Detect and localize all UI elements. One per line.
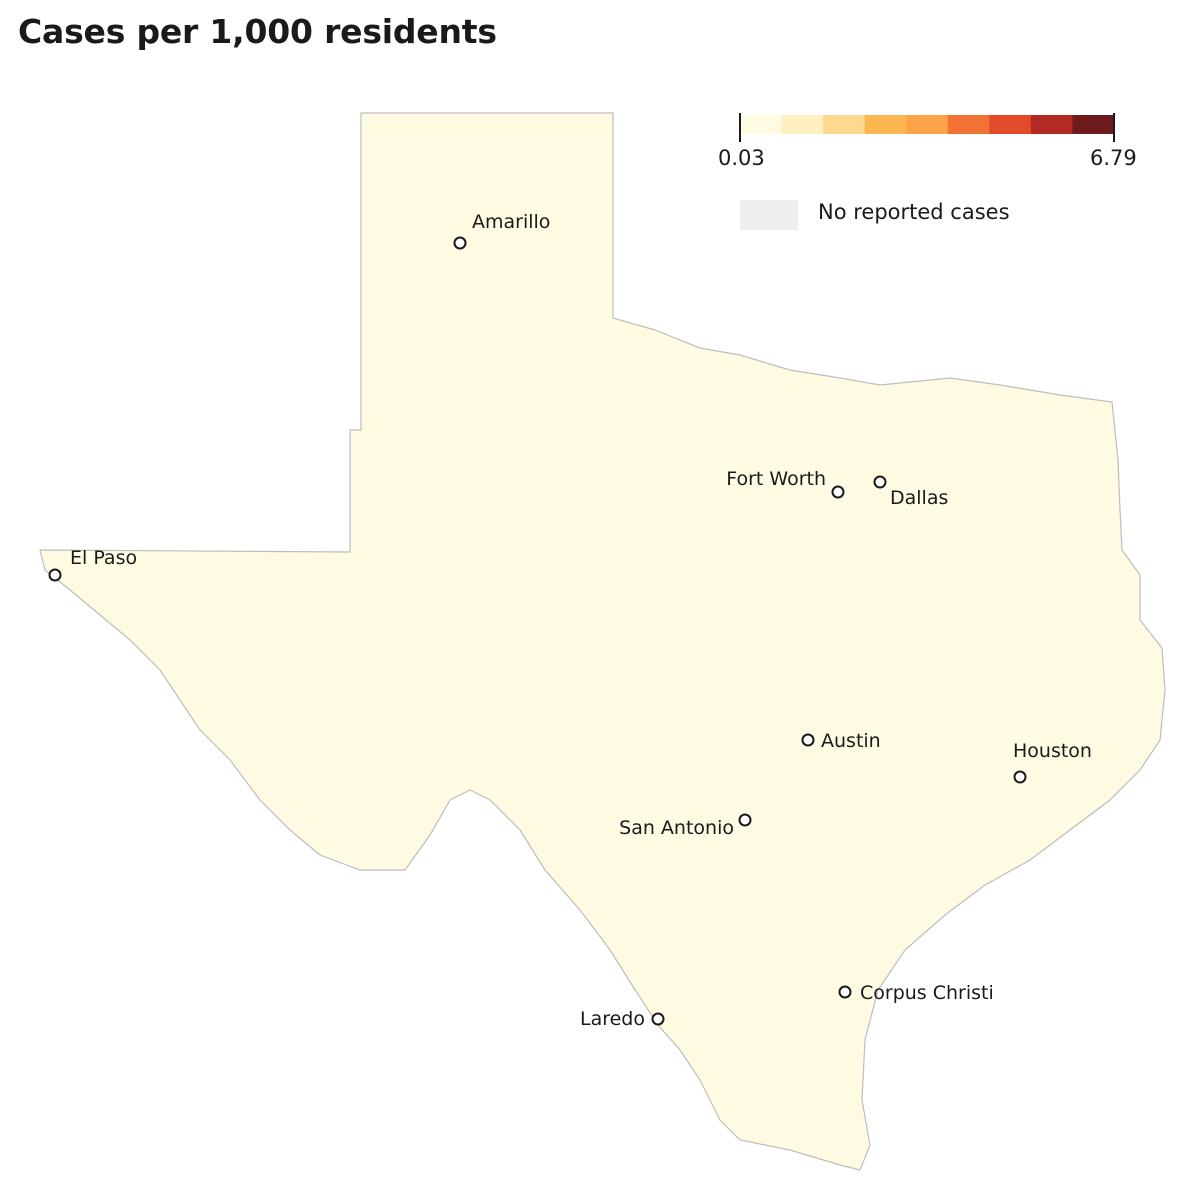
legend-color-step xyxy=(781,115,824,134)
legend-color-step xyxy=(740,115,783,134)
city-layer: Amarillo El Paso Fort Worth Dallas Austin Hou… xyxy=(48,211,1092,1030)
no-data-swatch xyxy=(740,200,798,230)
legend-color-step xyxy=(989,115,1032,134)
city-label-dallas: Dallas xyxy=(890,487,948,509)
color-scale-bar xyxy=(740,115,1115,134)
no-data-label: No reported cases xyxy=(818,200,1010,224)
legend-color-step xyxy=(823,115,866,134)
city-label-corpus-christi: Corpus Christi xyxy=(860,982,994,1004)
city-label-houston: Houston xyxy=(1013,740,1092,762)
city-label-san-antonio: San Antonio xyxy=(619,817,734,839)
legend-min-label: 0.03 xyxy=(718,146,765,170)
city-marker-dallas xyxy=(873,475,887,489)
city-marker-austin xyxy=(801,733,815,747)
city-label-el-paso: El Paso xyxy=(70,547,137,569)
city-label-austin: Austin xyxy=(821,730,881,752)
city-marker-corpus-christi xyxy=(838,985,852,999)
city-label-amarillo: Amarillo xyxy=(472,211,550,233)
city-marker-laredo xyxy=(651,1012,665,1026)
legend-color-step xyxy=(906,115,949,134)
legend: 0.03 6.79 No reported cases xyxy=(718,113,1137,230)
legend-color-step xyxy=(947,115,990,134)
city-marker-houston xyxy=(1013,770,1027,784)
city-label-laredo: Laredo xyxy=(580,1008,645,1030)
city-marker-el-paso xyxy=(48,568,62,582)
legend-max-label: 6.79 xyxy=(1090,146,1137,170)
city-marker-amarillo xyxy=(453,236,467,250)
legend-color-step xyxy=(864,115,907,134)
legend-color-step xyxy=(1072,115,1115,134)
city-marker-san-antonio xyxy=(738,813,752,827)
legend-color-step xyxy=(1030,115,1073,134)
map-title: Cases per 1,000 residents xyxy=(18,12,497,51)
city-marker-fort-worth xyxy=(831,485,845,499)
city-label-fort-worth: Fort Worth xyxy=(726,468,826,490)
